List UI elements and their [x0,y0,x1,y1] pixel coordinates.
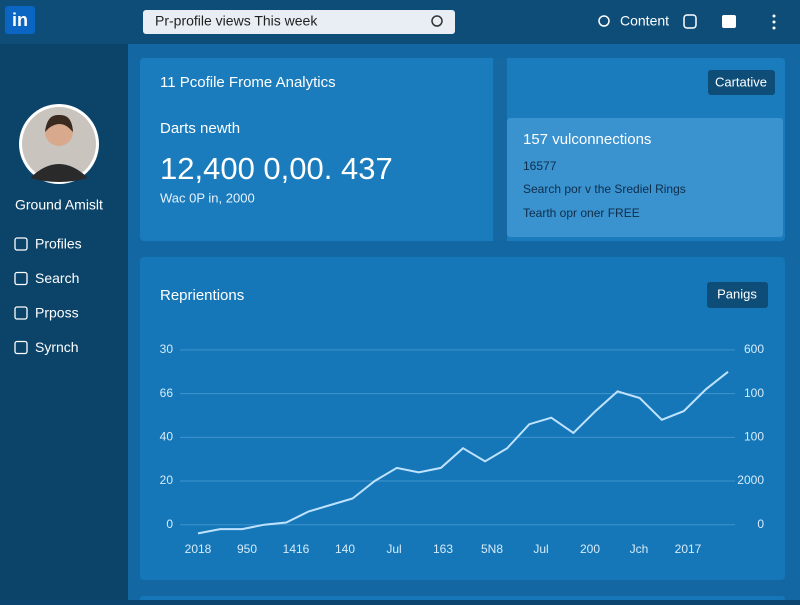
x-tick-label: 5N8 [481,542,503,556]
chart-title: Reprientions [160,287,244,304]
nav-item[interactable]: Syrnch [35,339,79,355]
y2-tick-label: 100 [744,386,764,400]
y2-tick-label: 600 [744,342,764,356]
logo-text: in [12,10,28,30]
nav-icon [14,306,28,320]
avatar-body [30,164,88,182]
overview-label: Darts newth [160,120,240,137]
y-tick-label: 20 [160,473,174,487]
menu-dot [772,20,776,24]
nav-icon [14,271,28,286]
x-tick-label: 163 [433,542,453,556]
content-icon [598,15,610,27]
connections-card [507,118,783,237]
logo[interactable] [5,6,35,34]
y2-tick-label: 2000 [737,473,764,487]
y-tick-label: 66 [160,386,174,400]
connections-count: 16577 [523,159,557,173]
nav-icon [14,237,28,251]
data-line [197,371,729,535]
nav-item[interactable]: Prposs [35,305,79,321]
x-tick-label: Jul [533,542,548,556]
chart-button[interactable] [707,282,768,308]
profile-name: Ground Amislt [15,197,103,213]
menu-dot[interactable] [772,14,776,18]
overview-title: 11 Pcofile Frome Analytics [160,74,336,91]
notifications-icon[interactable] [683,14,697,29]
overview-button[interactable] [708,70,775,95]
y-tick-label: 0 [166,517,173,531]
y-tick-label: 30 [160,342,174,356]
connections-title: 157 vulconnections [523,131,651,148]
next-card [140,596,785,605]
work-icon[interactable] [722,15,736,28]
x-tick-label: 200 [580,542,600,556]
search-text: Pr-profile views This week [155,13,318,29]
x-tick-label: 2018 [185,542,212,556]
x-tick-label: 1416 [283,542,310,556]
chart-card [140,257,785,580]
search-icon [431,15,443,27]
y2-tick-label: 100 [744,429,764,443]
content-link[interactable]: Content [620,13,669,29]
y-tick-label: 40 [160,429,174,443]
x-tick-label: 2017 [675,542,702,556]
avatar-hair [45,114,73,132]
menu-dot [772,26,776,30]
nav-item[interactable]: Profiles [35,236,82,252]
connections-line: Search por v the Srediel Rings [523,182,686,196]
x-tick-label: 950 [237,542,257,556]
nav-icon [14,340,28,355]
chart-button-text: Panigs [717,286,757,301]
connections-line: Tearth opr oner FREE [523,206,640,220]
x-tick-label: Jul [386,542,401,556]
card-divider [493,58,507,241]
x-tick-label: 140 [335,542,355,556]
y2-tick-label: 0 [757,517,764,531]
overview-button-text: Cartative [715,74,767,89]
x-tick-label: Jch [630,542,649,556]
overview-number: 12,400 0,00. 437 [160,151,393,186]
nav-item[interactable]: Search [35,270,79,286]
search-box[interactable] [143,10,455,34]
overview-sub: Wac 0P in, 2000 [160,190,255,205]
